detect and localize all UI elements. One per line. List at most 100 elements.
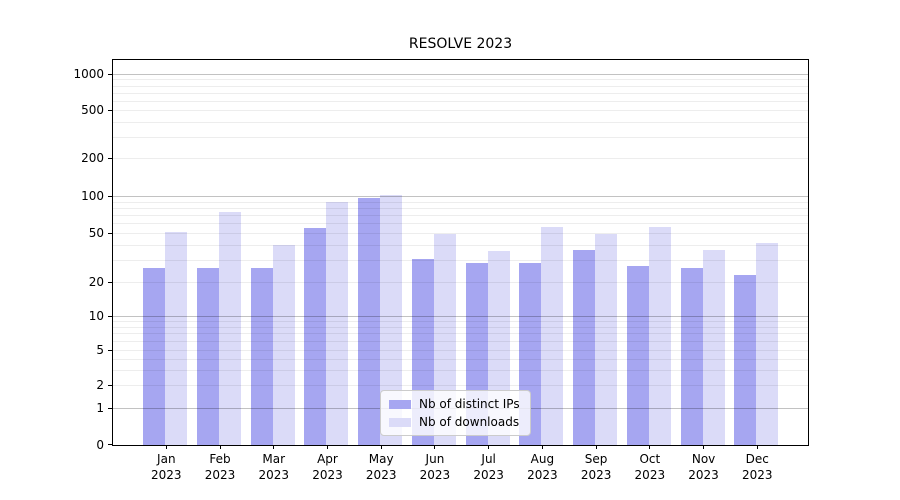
y-tick-mark-2 xyxy=(108,384,112,386)
y-tick-label-20: 20 xyxy=(88,275,104,289)
x-tick-mark-jul xyxy=(488,445,490,449)
legend-label-downloads: Nb of downloads xyxy=(419,415,520,429)
x-tick-label-dec: Dec 2023 xyxy=(727,451,787,483)
x-tick-mark-oct xyxy=(649,445,651,449)
gridline-major-1000 xyxy=(113,74,808,75)
x-tick-mark-may xyxy=(380,445,382,449)
x-tick-year: 2023 xyxy=(365,468,397,482)
y-tick-label-100: 100 xyxy=(81,189,104,203)
y-tick-mark-5 xyxy=(108,349,112,351)
y-tick-label-10: 10 xyxy=(88,309,104,323)
bar-downloads-aug xyxy=(541,226,564,445)
y-tick-mark-1 xyxy=(108,407,112,409)
bar-downloads-jan xyxy=(165,232,188,445)
x-tick-label-nov: Nov 2023 xyxy=(674,451,734,483)
bar-downloads-dec xyxy=(756,242,779,445)
x-tick-month: Dec xyxy=(745,452,769,466)
x-tick-mark-sep xyxy=(595,445,597,449)
legend-label-distinct-ips: Nb of distinct IPs xyxy=(419,397,520,411)
x-tick-mark-jun xyxy=(434,445,436,449)
x-tick-year: 2023 xyxy=(634,468,666,482)
x-tick-year: 2023 xyxy=(742,468,773,482)
y-tick-mark-50 xyxy=(108,232,112,234)
y-tick-label-1000: 1000 xyxy=(73,67,104,81)
bar-distinct-ips-jan xyxy=(143,268,166,445)
x-tick-year: 2023 xyxy=(258,468,290,482)
y-tick-label-500: 500 xyxy=(81,103,104,117)
gridline-minor-50 xyxy=(113,233,808,234)
bar-downloads-may xyxy=(380,195,403,445)
gridline-minor-90 xyxy=(113,201,808,203)
x-tick-mark-nov xyxy=(703,445,705,449)
bar-distinct-ips-feb xyxy=(197,268,220,445)
y-tick-label-2: 2 xyxy=(96,378,104,392)
x-tick-year: 2023 xyxy=(688,468,719,482)
y-tick-mark-10 xyxy=(108,315,112,317)
gridline-minor-400 xyxy=(113,121,808,123)
gridline-minor-200 xyxy=(113,158,808,159)
x-tick-label-jan: Jan 2023 xyxy=(136,451,196,483)
x-tick-label-oct: Oct 2023 xyxy=(620,451,680,483)
gridline-minor-60 xyxy=(113,223,808,225)
legend-swatch-downloads xyxy=(389,417,411,427)
gridline-minor-40 xyxy=(113,244,808,246)
plot-area xyxy=(112,59,809,446)
y-tick-label-200: 200 xyxy=(81,151,104,165)
y-tick-mark-0 xyxy=(108,444,112,445)
gridline-minor-800 xyxy=(113,85,808,87)
x-tick-label-may: May 2023 xyxy=(351,451,411,483)
x-tick-month: Apr xyxy=(317,452,338,466)
x-tick-mark-aug xyxy=(541,445,543,449)
x-tick-year: 2023 xyxy=(473,468,504,482)
x-tick-year: 2023 xyxy=(312,468,343,482)
bar-distinct-ips-apr xyxy=(304,228,327,445)
x-tick-month: Sep xyxy=(584,452,608,466)
y-tick-label-50: 50 xyxy=(88,226,104,240)
legend-row-distinct-ips: Nb of distinct IPs xyxy=(389,397,520,411)
y-tick-mark-200 xyxy=(108,157,112,159)
y-tick-mark-20 xyxy=(108,281,112,283)
gridline-major-100 xyxy=(113,196,808,197)
bar-distinct-ips-mar xyxy=(250,268,273,445)
gridline-minor-700 xyxy=(113,92,808,94)
x-tick-label-jun: Jun 2023 xyxy=(405,451,465,483)
x-tick-label-feb: Feb 2023 xyxy=(190,451,250,483)
gridline-minor-600 xyxy=(113,100,808,102)
x-tick-month: Nov xyxy=(691,452,716,466)
bar-downloads-nov xyxy=(702,249,725,445)
bar-downloads-feb xyxy=(219,211,242,445)
x-tick-mark-dec xyxy=(756,445,758,449)
bar-distinct-ips-sep xyxy=(573,249,596,445)
bar-downloads-oct xyxy=(648,226,671,445)
x-tick-mark-apr xyxy=(326,445,328,449)
x-tick-mark-jan xyxy=(165,445,167,449)
y-tick-label-0: 0 xyxy=(96,437,104,452)
x-tick-month: Jan xyxy=(157,452,176,466)
legend-row-downloads: Nb of downloads xyxy=(389,415,520,429)
x-tick-month: Jun xyxy=(425,452,445,466)
y-tick-mark-1000 xyxy=(108,73,112,75)
x-tick-label-aug: Aug 2023 xyxy=(512,451,572,483)
x-tick-label-mar: Mar 2023 xyxy=(244,451,304,483)
bar-downloads-sep xyxy=(595,233,618,445)
y-tick-label-5: 5 xyxy=(96,343,104,357)
x-tick-year: 2023 xyxy=(204,468,236,482)
gridline-minor-500 xyxy=(113,110,808,111)
gridline-minor-80 xyxy=(113,207,808,209)
gridline-minor-900 xyxy=(113,79,808,81)
bar-downloads-mar xyxy=(272,245,295,445)
chart-title: RESOLVE 2023 xyxy=(408,36,513,52)
bar-distinct-ips-nov xyxy=(680,268,703,445)
x-tick-mark-feb xyxy=(219,445,221,449)
x-tick-month: Jul xyxy=(481,452,496,466)
legend: Nb of distinct IPs Nb of downloads xyxy=(380,390,531,436)
x-tick-year: 2023 xyxy=(580,468,612,482)
gridline-minor-70 xyxy=(113,215,808,217)
gridline-minor-300 xyxy=(113,136,808,138)
x-tick-month: Mar xyxy=(262,452,286,466)
bar-distinct-ips-oct xyxy=(626,266,649,445)
x-tick-year: 2023 xyxy=(151,468,182,482)
y-tick-mark-500 xyxy=(108,109,112,111)
x-tick-month: May xyxy=(368,452,394,466)
